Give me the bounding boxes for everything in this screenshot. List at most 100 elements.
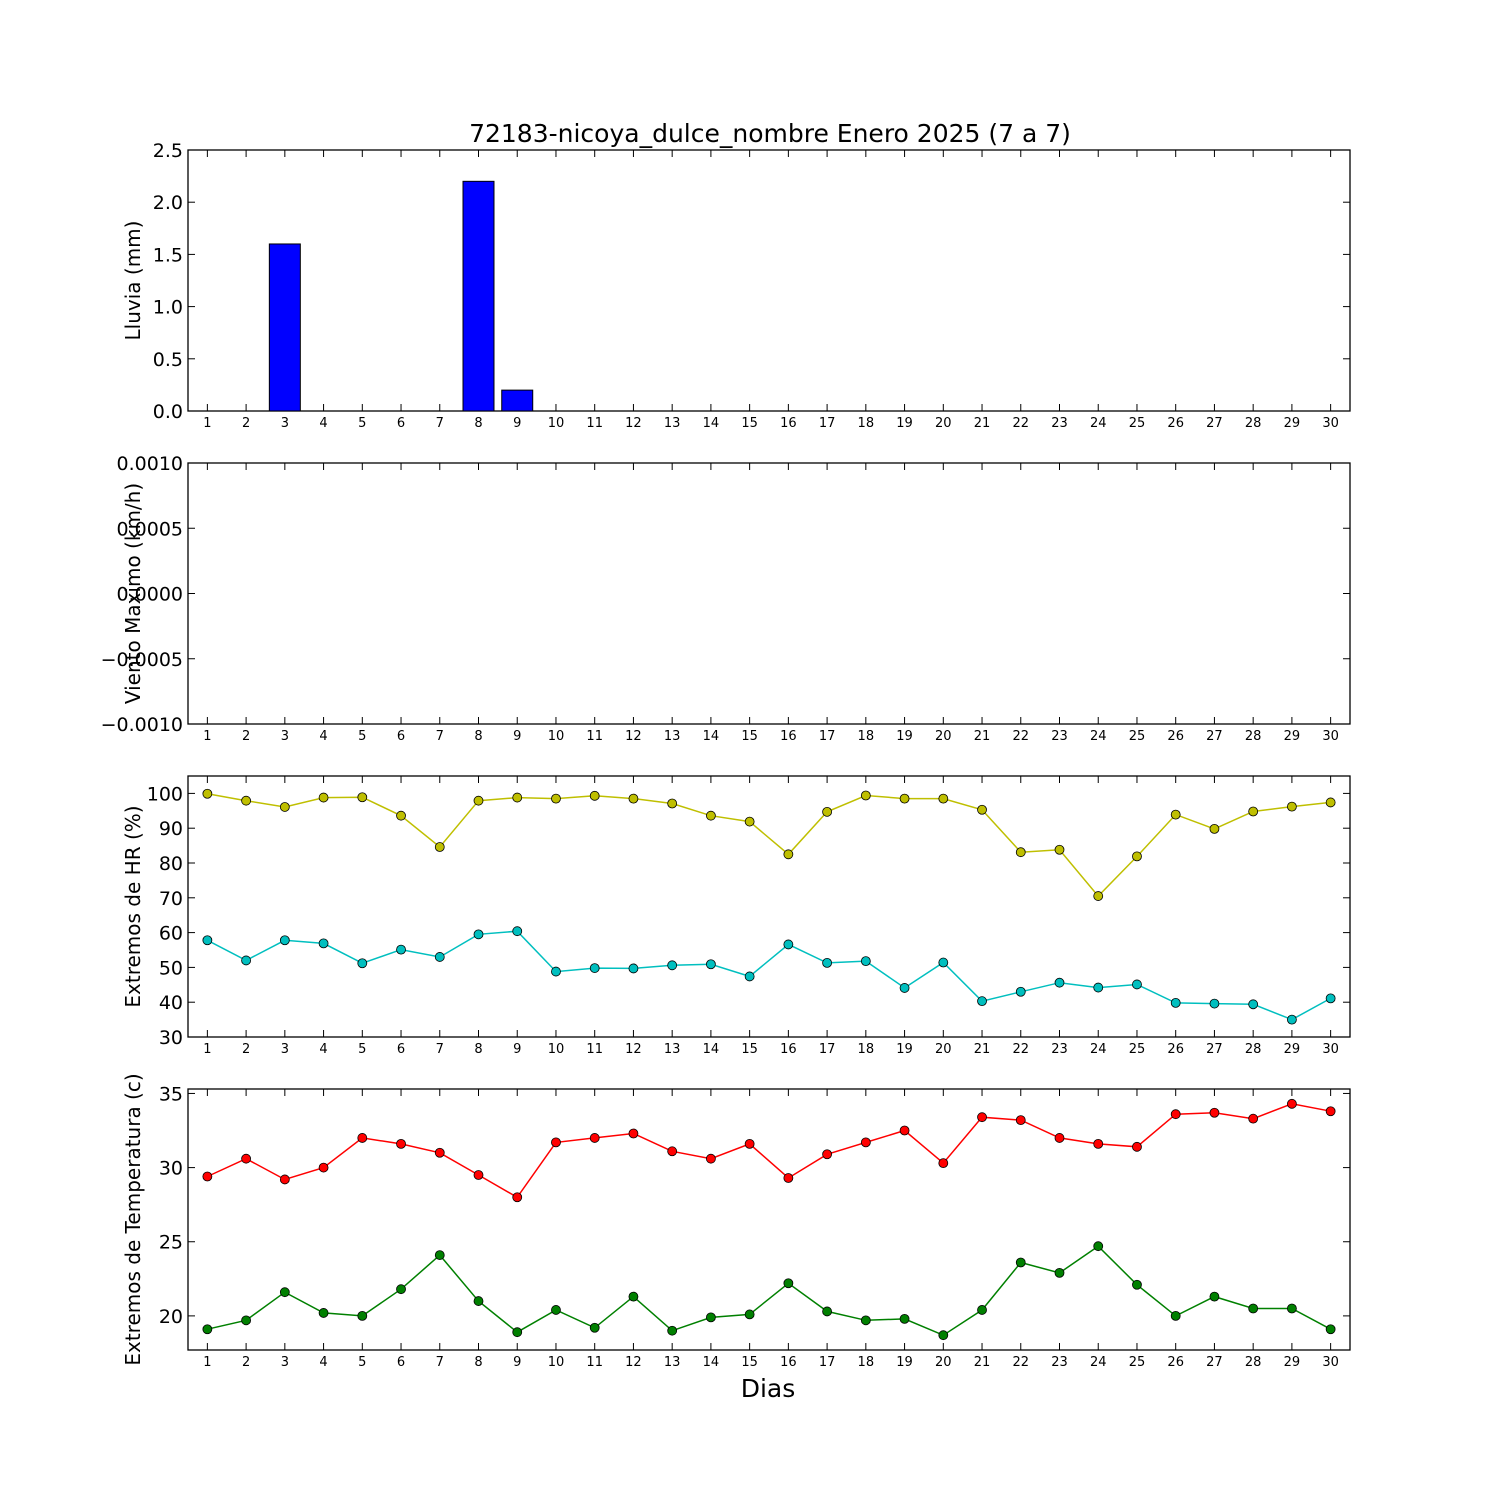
- humidity-point: [318, 938, 329, 949]
- temperature-point: [667, 1146, 678, 1157]
- humidity-xtick-label: 27: [1206, 1042, 1223, 1057]
- humidity-xtick-label: 17: [819, 1042, 836, 1057]
- rain-xtick-label: 15: [741, 416, 758, 431]
- rain-xtick-label: 27: [1206, 416, 1223, 431]
- rain-bar: [268, 243, 301, 412]
- humidity-point: [434, 842, 445, 852]
- temperature-point: [628, 1291, 639, 1302]
- wind-xtick-label: 26: [1167, 729, 1184, 744]
- humidity-point: [589, 790, 600, 801]
- humidity-y-axis-label: Extremos de HR (%): [121, 805, 145, 1007]
- humidity-point: [1248, 999, 1259, 1010]
- temperature-point: [977, 1305, 987, 1315]
- wind-xtick-label: 27: [1206, 729, 1223, 744]
- humidity-point: [241, 795, 252, 806]
- humidity-xtick-label: 11: [586, 1042, 603, 1057]
- temperature-axes-frame: [187, 1088, 1351, 1351]
- temperature-xtick-label: 6: [397, 1355, 405, 1370]
- humidity-point: [1170, 809, 1181, 820]
- wind-ytick-label: −0.0010: [101, 714, 183, 736]
- humidity-point: [628, 793, 639, 804]
- humidity-xtick-label: 20: [935, 1042, 952, 1057]
- temperature-series-1: [202, 1241, 1336, 1341]
- humidity-point: [899, 983, 910, 993]
- rain-ytick-label: 1.5: [153, 244, 183, 266]
- x-axis-label: Dias: [741, 1374, 796, 1403]
- humidity-xtick-label: 14: [703, 1042, 720, 1057]
- chart-title: 72183-nicoya_dulce_nombre Enero 2025 (7 …: [469, 119, 1071, 148]
- wind-xtick-label: 4: [319, 729, 327, 744]
- temperature-point: [744, 1309, 755, 1320]
- temperature-point: [1248, 1303, 1259, 1314]
- humidity-point: [1209, 823, 1220, 834]
- rain-xtick-label: 29: [1284, 416, 1301, 431]
- rain-xtick-label: 24: [1090, 416, 1107, 431]
- rain-ytick-label: 2.5: [153, 140, 183, 162]
- temperature-point: [202, 1324, 213, 1335]
- humidity-xtick-label: 18: [858, 1042, 875, 1057]
- humidity-point: [279, 802, 290, 812]
- temperature-point: [1287, 1303, 1297, 1314]
- rain-xtick-label: 18: [858, 416, 875, 431]
- humidity-point: [822, 806, 832, 817]
- temperature-point: [473, 1296, 484, 1306]
- rain-xtick-label: 19: [896, 416, 913, 431]
- rain-axes-frame: [187, 149, 1351, 412]
- wind-xtick-label: 23: [1051, 729, 1068, 744]
- temperature-point: [473, 1170, 484, 1180]
- humidity-xtick-label: 5: [358, 1042, 366, 1057]
- temperature-point: [822, 1306, 832, 1317]
- temperature-xtick-label: 14: [703, 1355, 720, 1370]
- temperature-xtick-label: 29: [1284, 1355, 1301, 1370]
- humidity-xtick-label: 12: [625, 1042, 642, 1057]
- temperature-xtick-label: 5: [358, 1355, 366, 1370]
- humidity-point: [783, 939, 794, 950]
- temperature-point: [938, 1330, 949, 1341]
- rain-xtick-label: 16: [780, 416, 797, 431]
- temperature-point: [396, 1138, 406, 1149]
- rain-bar: [501, 389, 534, 412]
- temperature-series-line: [207, 1245, 1331, 1337]
- humidity-xtick-label: 6: [397, 1042, 405, 1057]
- wind-xtick-label: 2: [242, 729, 250, 744]
- humidity-point: [860, 956, 871, 967]
- temperature-point: [241, 1153, 252, 1164]
- temperature-xtick-label: 16: [780, 1355, 797, 1370]
- humidity-xtick-label: 26: [1167, 1042, 1184, 1057]
- humidity-point: [744, 971, 755, 982]
- temperature-xtick-label: 20: [935, 1355, 952, 1370]
- humidity-ytick-label: 100: [147, 783, 183, 805]
- wind-xtick-label: 20: [935, 729, 952, 744]
- rain-xtick-label: 11: [586, 416, 603, 431]
- humidity-xtick-label: 25: [1129, 1042, 1146, 1057]
- temperature-point: [706, 1312, 716, 1323]
- rain-xtick-label: 7: [436, 416, 444, 431]
- humidity-ytick-label: 90: [159, 818, 183, 840]
- wind-xtick-label: 21: [974, 729, 991, 744]
- humidity-series-0: [202, 788, 1336, 901]
- temperature-point: [357, 1310, 368, 1321]
- temperature-point: [1170, 1109, 1181, 1120]
- rain-xtick-label: 14: [703, 416, 720, 431]
- temperature-point: [318, 1162, 329, 1173]
- temperature-point: [1093, 1138, 1104, 1149]
- rain-xtick-label: 22: [1012, 416, 1029, 431]
- rain-xtick-label: 30: [1322, 416, 1339, 431]
- humidity-xtick-label: 3: [281, 1042, 289, 1057]
- humidity-ytick-label: 60: [159, 923, 183, 945]
- temperature-point: [241, 1315, 252, 1326]
- humidity-point: [706, 959, 716, 970]
- humidity-point: [938, 793, 949, 804]
- rain-xtick-label: 17: [819, 416, 836, 431]
- temperature-point: [434, 1250, 445, 1260]
- temperature-xtick-label: 27: [1206, 1355, 1223, 1370]
- wind-xtick-label: 10: [548, 729, 565, 744]
- temperature-point: [1325, 1324, 1336, 1335]
- humidity-xtick-label: 21: [974, 1042, 991, 1057]
- rain-ytick-label: 0.5: [153, 349, 183, 371]
- humidity-point: [1325, 993, 1336, 1004]
- temperature-xtick-label: 28: [1245, 1355, 1262, 1370]
- temperature-point: [783, 1278, 794, 1289]
